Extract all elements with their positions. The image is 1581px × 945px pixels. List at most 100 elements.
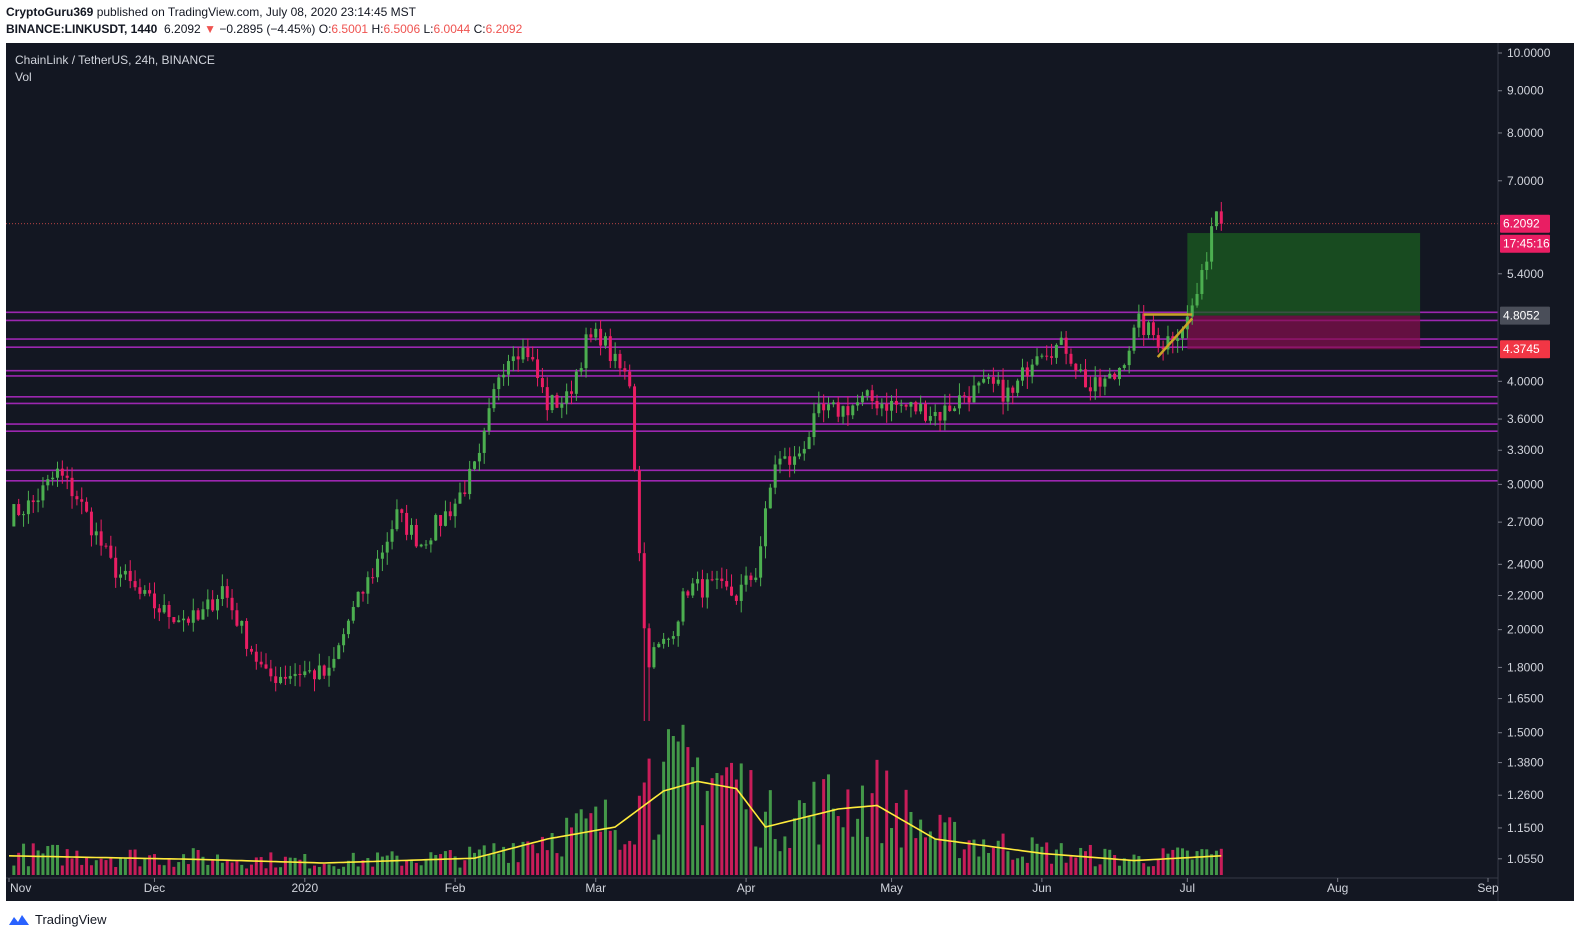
candle[interactable]: [827, 397, 831, 419]
candle[interactable]: [308, 661, 312, 674]
candle[interactable]: [1195, 282, 1199, 308]
candle[interactable]: [1127, 346, 1131, 374]
candle[interactable]: [506, 354, 510, 386]
candle[interactable]: [705, 573, 709, 609]
candle[interactable]: [254, 643, 258, 670]
candle[interactable]: [206, 589, 210, 617]
candle[interactable]: [1059, 331, 1063, 346]
candle[interactable]: [681, 587, 685, 626]
candle[interactable]: [919, 395, 923, 415]
candle[interactable]: [972, 375, 976, 403]
candle[interactable]: [182, 610, 186, 632]
candle[interactable]: [822, 394, 826, 423]
candle[interactable]: [36, 488, 40, 513]
candle[interactable]: [836, 396, 840, 423]
candle[interactable]: [22, 511, 26, 527]
candle[interactable]: [390, 520, 394, 550]
candle[interactable]: [312, 668, 317, 692]
candle[interactable]: [85, 497, 89, 513]
candle[interactable]: [749, 572, 753, 587]
candle[interactable]: [710, 570, 714, 582]
candle[interactable]: [482, 427, 486, 464]
candle[interactable]: [473, 460, 477, 472]
candle[interactable]: [1064, 330, 1068, 365]
candle[interactable]: [201, 601, 205, 620]
candle[interactable]: [797, 446, 801, 460]
candle[interactable]: [584, 327, 588, 378]
candle[interactable]: [152, 582, 156, 619]
candle[interactable]: [220, 574, 224, 606]
candle[interactable]: [138, 578, 142, 600]
candle[interactable]: [1205, 252, 1209, 280]
candle[interactable]: [1040, 353, 1044, 359]
candle[interactable]: [497, 374, 501, 401]
candle[interactable]: [1117, 367, 1121, 386]
candle[interactable]: [477, 443, 481, 471]
candle[interactable]: [419, 543, 423, 548]
candle[interactable]: [555, 392, 559, 409]
candle[interactable]: [1214, 211, 1218, 230]
candle[interactable]: [1074, 362, 1078, 379]
candle[interactable]: [1113, 372, 1117, 381]
candle[interactable]: [739, 574, 743, 613]
candle[interactable]: [216, 594, 220, 620]
candle[interactable]: [560, 396, 564, 419]
candle[interactable]: [405, 504, 409, 541]
candle[interactable]: [453, 498, 457, 528]
candle[interactable]: [245, 618, 249, 657]
candle[interactable]: [987, 373, 991, 384]
candle[interactable]: [603, 332, 607, 349]
candle[interactable]: [235, 602, 239, 628]
candle[interactable]: [1210, 217, 1214, 270]
candle[interactable]: [1147, 320, 1151, 339]
candle[interactable]: [337, 642, 341, 660]
candle[interactable]: [1030, 359, 1034, 384]
stop-loss-zone[interactable]: [1187, 315, 1421, 350]
candle[interactable]: [133, 570, 137, 591]
candle[interactable]: [768, 483, 772, 509]
candle[interactable]: [186, 616, 190, 626]
candle[interactable]: [448, 501, 452, 521]
candle[interactable]: [725, 569, 729, 591]
candle[interactable]: [1190, 298, 1194, 325]
candle[interactable]: [143, 585, 147, 597]
candle[interactable]: [191, 598, 195, 632]
candle[interactable]: [589, 327, 593, 343]
candle[interactable]: [148, 582, 152, 597]
candle[interactable]: [89, 507, 93, 547]
candle[interactable]: [31, 494, 35, 513]
chart-area[interactable]: 10.0000 9.0000 8.0000 7.0000 5.4000 4.0000 3.6…: [6, 43, 1574, 901]
candle[interactable]: [817, 391, 821, 418]
candle[interactable]: [123, 564, 127, 581]
candle[interactable]: [744, 566, 748, 592]
candle[interactable]: [996, 371, 1000, 386]
candle[interactable]: [119, 566, 123, 587]
candle[interactable]: [492, 383, 496, 412]
candle[interactable]: [46, 474, 50, 491]
candle[interactable]: [982, 369, 986, 384]
candle[interactable]: [424, 540, 428, 549]
candle[interactable]: [94, 522, 98, 545]
candle[interactable]: [303, 660, 307, 678]
candle[interactable]: [540, 367, 544, 394]
candle[interactable]: [536, 348, 540, 387]
candle[interactable]: [356, 591, 360, 608]
candle[interactable]: [1142, 305, 1146, 346]
candle[interactable]: [17, 498, 21, 517]
candle[interactable]: [1054, 343, 1058, 364]
time-axis[interactable]: Nov Dec 2020 Feb Mar Apr May Jun Jul Aug Sep: [8, 878, 1499, 895]
candle[interactable]: [734, 594, 738, 605]
candle[interactable]: [831, 399, 835, 408]
candle[interactable]: [686, 589, 690, 599]
candle[interactable]: [80, 487, 84, 515]
candle[interactable]: [594, 322, 598, 341]
candle[interactable]: [599, 320, 603, 356]
candle[interactable]: [894, 388, 898, 413]
candle[interactable]: [1006, 379, 1010, 411]
candle[interactable]: [914, 400, 918, 415]
candle[interactable]: [380, 544, 384, 572]
candle[interactable]: [846, 396, 850, 426]
candle[interactable]: [109, 535, 113, 560]
candle[interactable]: [385, 532, 389, 565]
candle[interactable]: [225, 578, 229, 608]
